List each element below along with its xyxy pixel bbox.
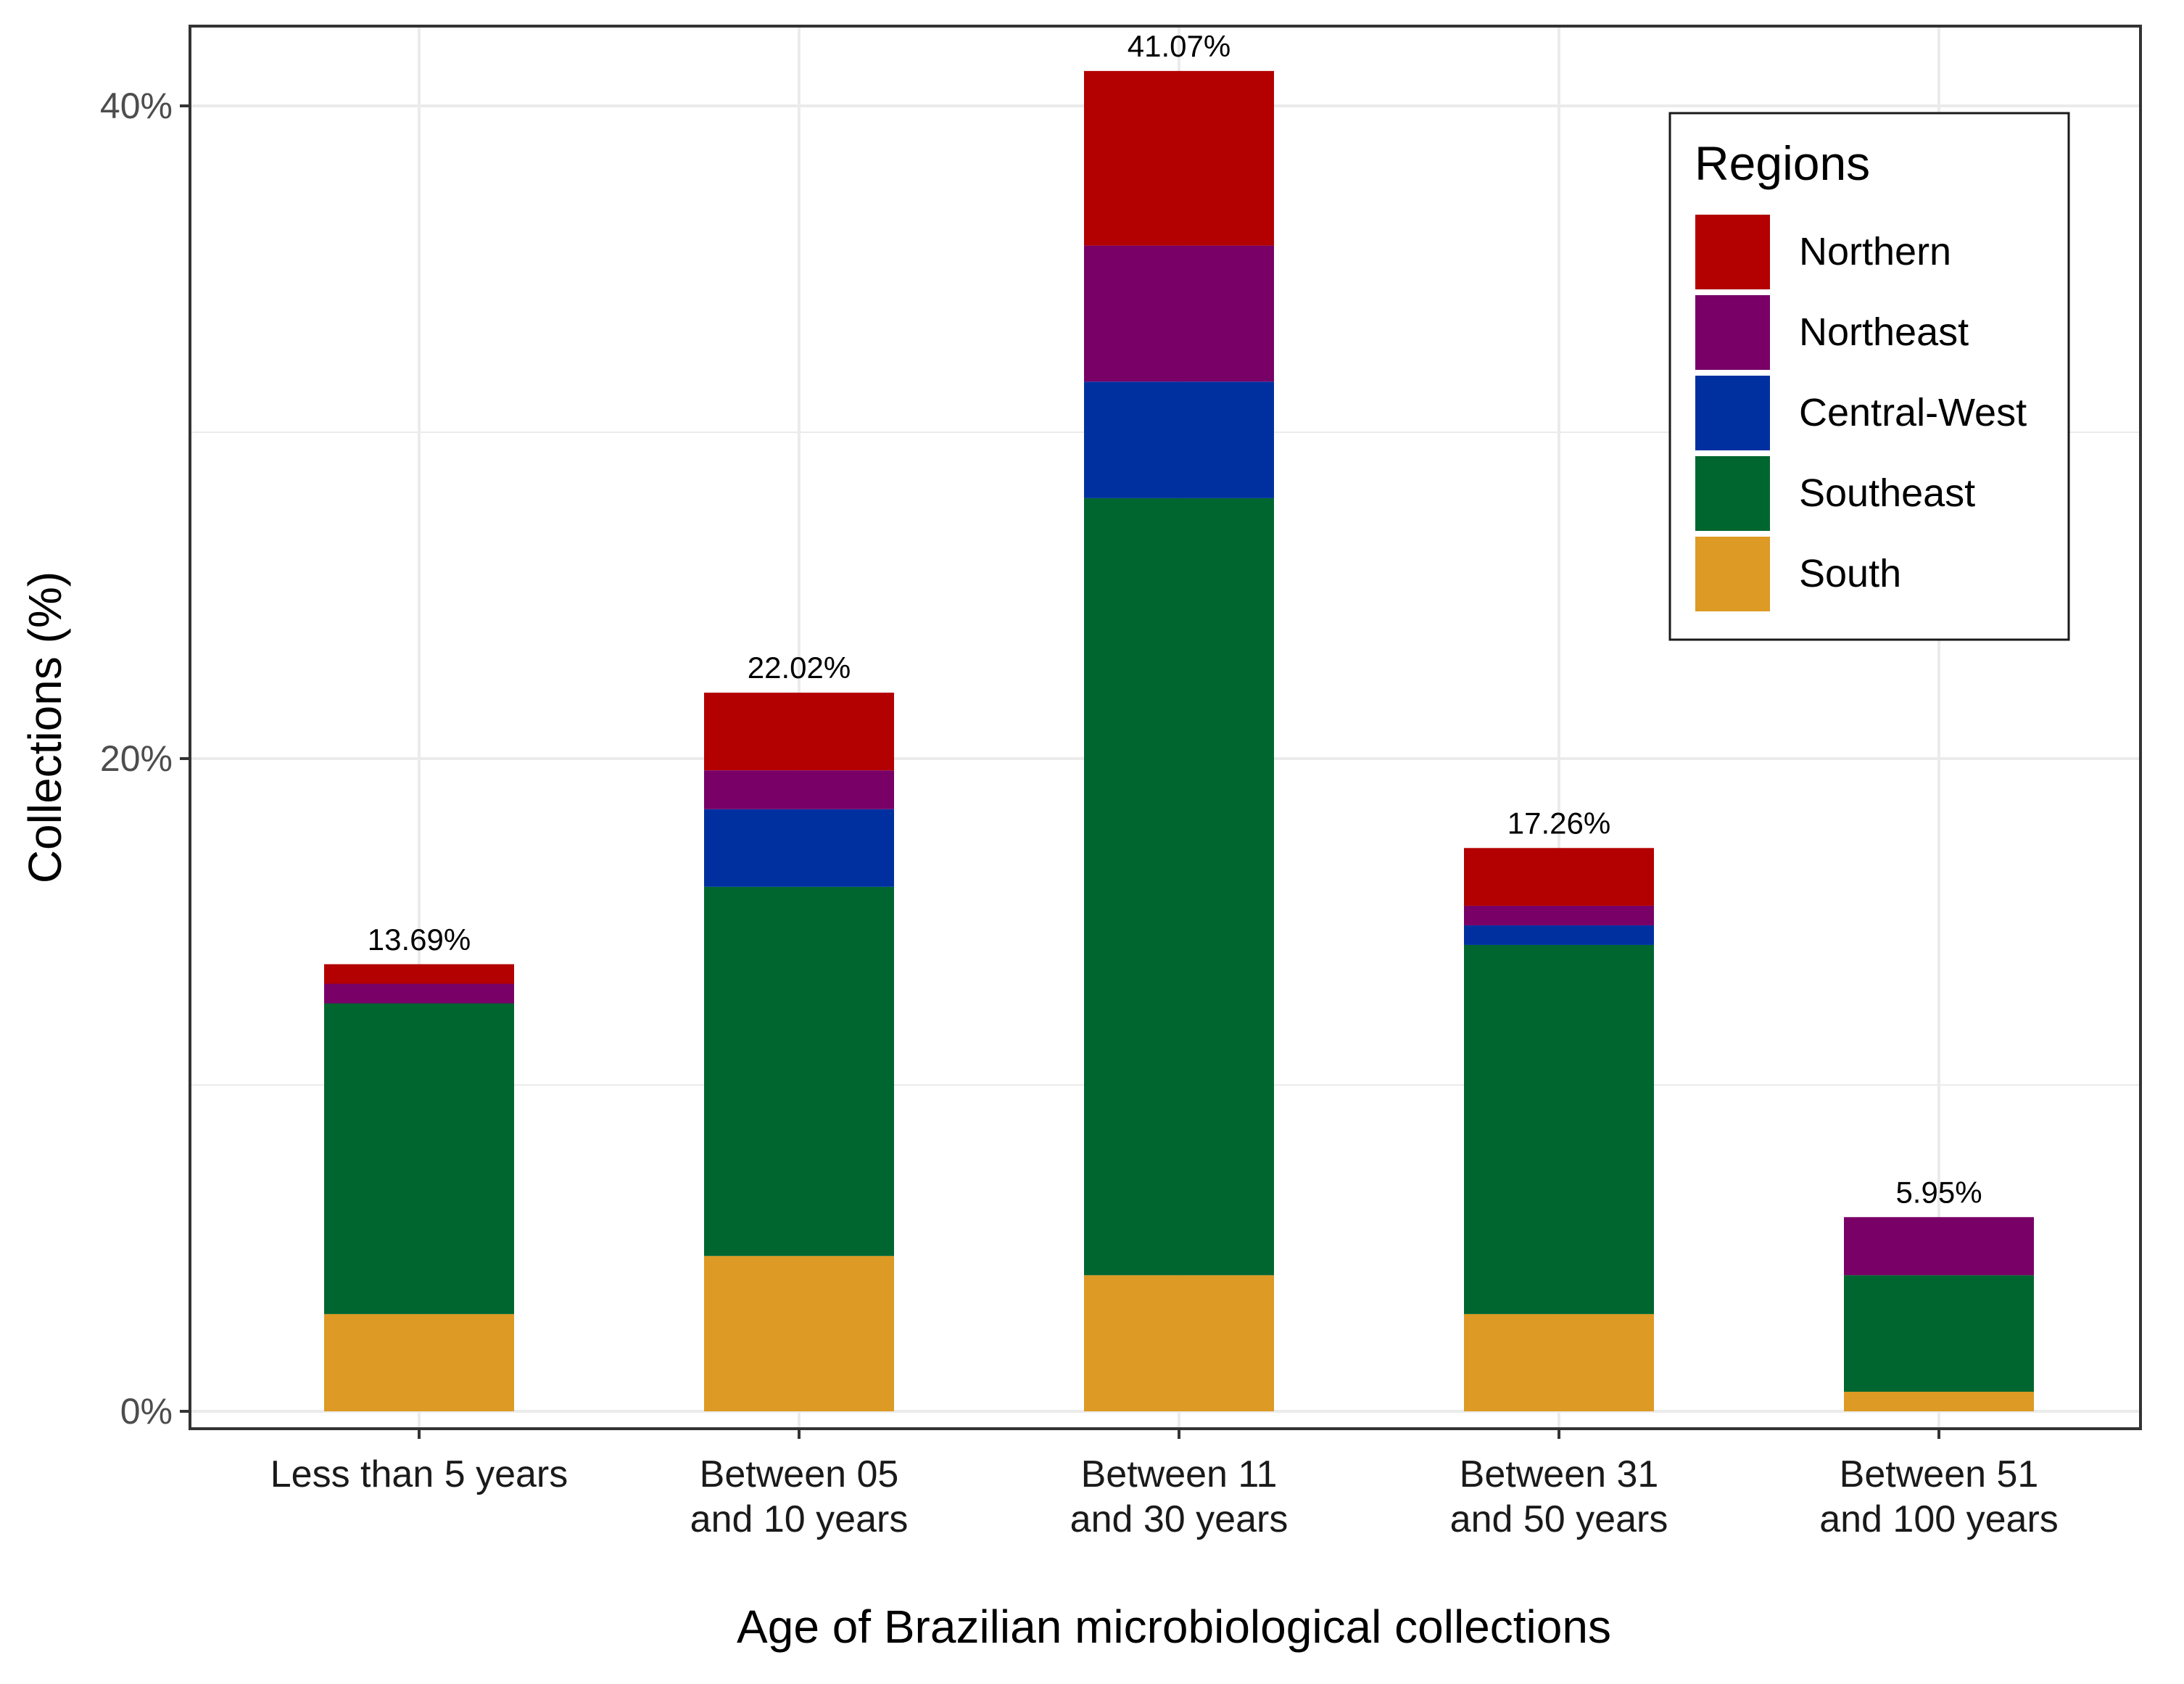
legend: Regions Northern Northeast Central-West Sou… — [1668, 112, 2070, 641]
bar-segment-south — [324, 1313, 514, 1411]
bar-segment-south — [1464, 1313, 1654, 1411]
legend-label: Northeast — [1799, 310, 1969, 354]
bar-segment-northeast — [1084, 245, 1274, 382]
bar-total-label: 17.26% — [1507, 806, 1610, 840]
bar-segment-northern — [324, 964, 514, 984]
bar-segment-northeast — [1844, 1217, 2034, 1276]
bar-segment-central-west — [704, 809, 894, 887]
bar-segment-northern — [1464, 848, 1654, 906]
legend-label: South — [1799, 552, 1901, 595]
x-tick-label: Less than 5 years — [270, 1453, 568, 1495]
x-tick-label: Between 31 — [1460, 1453, 1659, 1495]
legend-items: Northern Northeast Central-West Southeast So… — [1695, 215, 2027, 611]
bar-segment-south — [1844, 1392, 2034, 1411]
bar-total-labels: 13.69% 22.02% 41.07% 17.26% 5.95% — [368, 29, 1982, 1209]
bar-segment-south — [1084, 1275, 1274, 1411]
legend-swatch — [1695, 537, 1770, 611]
x-axis-title: Age of Brazilian microbiological collect… — [737, 1601, 1611, 1653]
bar-segment-southeast — [1844, 1275, 2034, 1392]
y-tick-label: 20% — [100, 738, 173, 779]
legend-title: Regions — [1695, 136, 1870, 190]
bar-segment-northeast — [324, 983, 514, 1004]
legend-label: Northern — [1799, 230, 1951, 273]
bar-segment-central-west — [1464, 925, 1654, 945]
bar-segment-southeast — [704, 886, 894, 1256]
y-tick-label: 40% — [100, 86, 173, 126]
bar-segment-northeast — [1464, 905, 1654, 925]
bar-segment-northern — [1084, 70, 1274, 246]
bar-segment-central-west — [1084, 381, 1274, 498]
bars — [324, 70, 2034, 1411]
x-tick-label: and 50 years — [1450, 1498, 1668, 1540]
y-tick-label: 0% — [120, 1391, 173, 1432]
bar-segment-northeast — [704, 770, 894, 809]
bar-total-label: 22.02% — [748, 651, 851, 685]
legend-swatch — [1695, 376, 1770, 450]
legend-swatch — [1695, 295, 1770, 370]
y-axis-title: Collections (%) — [19, 571, 71, 883]
x-tick-label: Between 11 — [1081, 1453, 1278, 1495]
bar-segment-northern — [704, 693, 894, 771]
plot-panel-border — [189, 25, 2142, 1430]
bar-segment-south — [704, 1255, 894, 1411]
bar-segment-southeast — [324, 1003, 514, 1314]
x-tick-label: Between 51 — [1840, 1453, 2039, 1495]
x-tick-label: Between 05 — [700, 1453, 899, 1495]
bar-total-label: 41.07% — [1128, 29, 1230, 63]
legend-swatch — [1695, 456, 1770, 531]
bar-segment-southeast — [1464, 944, 1654, 1314]
bar-total-label: 5.95% — [1895, 1175, 1982, 1209]
legend-swatch — [1695, 215, 1770, 289]
x-tick-label: and 100 years — [1819, 1498, 2059, 1540]
x-tick-label: and 10 years — [690, 1498, 909, 1540]
legend-label: Southeast — [1799, 471, 1975, 515]
legend-label: Central-West — [1799, 391, 2027, 434]
x-tick-label: and 30 years — [1070, 1498, 1289, 1540]
bar-segment-southeast — [1084, 498, 1274, 1276]
bar-total-label: 13.69% — [368, 923, 471, 957]
